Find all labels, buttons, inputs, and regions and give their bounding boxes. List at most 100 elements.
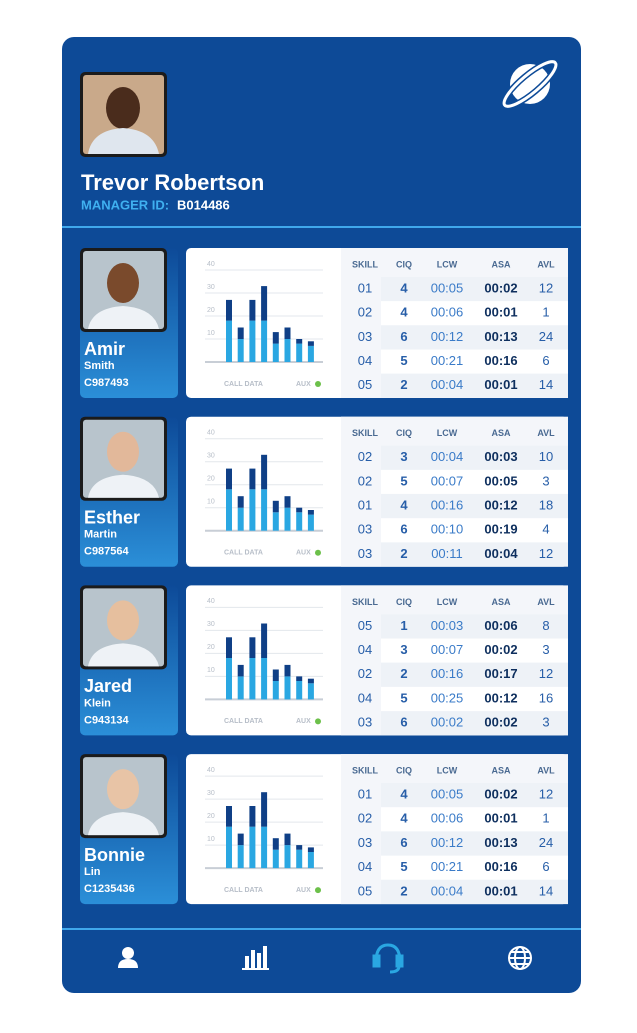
table-row bbox=[381, 687, 568, 711]
table-header: SKILL bbox=[352, 259, 379, 269]
table-header: CIQ bbox=[396, 428, 412, 438]
nav-headset[interactable] bbox=[372, 943, 404, 974]
table-row bbox=[381, 614, 568, 639]
table-header: ASA bbox=[491, 259, 511, 269]
table-cell: 00:02 bbox=[431, 715, 464, 730]
y-tick-label: 40 bbox=[207, 261, 215, 268]
table-cell: 00:06 bbox=[431, 811, 464, 826]
table-row bbox=[381, 662, 568, 687]
table-cell: 00:16 bbox=[431, 666, 464, 681]
table-cell: 00:12 bbox=[484, 690, 517, 705]
table-cell: 4 bbox=[400, 280, 408, 295]
bar-segment bbox=[296, 849, 303, 869]
table-cell: 05 bbox=[358, 618, 372, 633]
nav-stats[interactable] bbox=[242, 946, 269, 970]
y-tick-label: 40 bbox=[207, 598, 215, 605]
agent-first-name: Jared bbox=[84, 676, 132, 696]
bar-segment bbox=[261, 826, 268, 869]
agent-face bbox=[107, 769, 139, 810]
table-cell: 00:05 bbox=[431, 280, 464, 295]
table-header: AVL bbox=[537, 765, 555, 775]
table-header: AVL bbox=[537, 597, 555, 607]
bar-segment bbox=[237, 507, 244, 531]
bar-segment bbox=[284, 339, 291, 362]
table-cell: 01 bbox=[358, 498, 372, 513]
table-cell: 2 bbox=[400, 377, 407, 392]
bar-segment bbox=[284, 496, 291, 508]
logo[interactable] bbox=[499, 56, 561, 112]
bar-segment bbox=[249, 806, 256, 827]
bar-segment bbox=[296, 507, 303, 513]
table-row bbox=[381, 494, 568, 519]
table-cell: 4 bbox=[542, 522, 549, 537]
table-header: ASA bbox=[491, 597, 511, 607]
table-row bbox=[381, 325, 568, 350]
table-row bbox=[381, 445, 568, 470]
manager-id-label: MANAGER ID: bbox=[81, 197, 169, 212]
table-cell: 12 bbox=[539, 280, 553, 295]
bar-segment bbox=[284, 327, 291, 339]
table-cell: 00:12 bbox=[431, 329, 464, 344]
table-cell: 02 bbox=[358, 811, 372, 826]
table-row bbox=[381, 638, 568, 663]
bar-segment bbox=[307, 678, 314, 684]
table-cell: 1 bbox=[542, 305, 549, 320]
bar-segment bbox=[307, 341, 314, 346]
table-cell: 18 bbox=[539, 498, 553, 513]
bar-segment bbox=[261, 623, 268, 658]
table-cell: 00:01 bbox=[484, 811, 517, 826]
table-cell: 04 bbox=[358, 859, 372, 874]
table-header: SKILL bbox=[352, 597, 379, 607]
table-cell: 00:12 bbox=[484, 498, 517, 513]
table-header: SKILL bbox=[352, 765, 379, 775]
bar-segment bbox=[261, 454, 268, 490]
y-tick-label: 20 bbox=[207, 813, 215, 820]
table-cell: 16 bbox=[539, 690, 553, 705]
table-cell: 00:01 bbox=[484, 305, 517, 320]
table-row bbox=[381, 783, 568, 808]
aux-dot bbox=[315, 887, 321, 894]
agent-id: C1235436 bbox=[84, 883, 135, 895]
agent-face bbox=[107, 263, 139, 303]
table-cell: 4 bbox=[400, 811, 408, 826]
table-cell: 01 bbox=[358, 787, 372, 802]
table-cell: 05 bbox=[358, 883, 372, 898]
table-cell: 00:12 bbox=[431, 835, 464, 850]
nav-profile[interactable] bbox=[118, 947, 138, 968]
bar-segment bbox=[307, 852, 314, 869]
bar-segment bbox=[307, 514, 314, 531]
bar-segment bbox=[307, 345, 314, 362]
bar-segment bbox=[237, 676, 244, 700]
y-tick-label: 30 bbox=[207, 453, 215, 460]
bar-segment bbox=[226, 658, 232, 700]
table-cell: 02 bbox=[358, 473, 372, 488]
table-cell: 24 bbox=[539, 835, 553, 850]
bar-segment bbox=[284, 676, 291, 700]
bar-segment bbox=[296, 845, 303, 850]
table-cell: 14 bbox=[539, 377, 553, 392]
agent-last-name: Smith bbox=[84, 360, 115, 372]
table-cell: 04 bbox=[358, 642, 372, 657]
table-cell: 00:13 bbox=[484, 329, 517, 344]
bar-segment bbox=[296, 343, 303, 362]
table-cell: 00:11 bbox=[431, 546, 463, 561]
table-cell: 3 bbox=[542, 642, 549, 657]
table-cell: 12 bbox=[539, 787, 553, 802]
table-header: SKILL bbox=[352, 428, 379, 438]
table-cell: 03 bbox=[358, 715, 372, 730]
table-row bbox=[381, 711, 568, 736]
bar-segment bbox=[237, 496, 244, 508]
table-cell: 3 bbox=[542, 715, 549, 730]
table-cell: 00:04 bbox=[484, 546, 518, 561]
table-cell: 00:17 bbox=[484, 666, 517, 681]
table-cell: 02 bbox=[358, 666, 372, 681]
table-cell: 04 bbox=[358, 690, 372, 705]
table-row bbox=[381, 542, 568, 567]
bar-segment bbox=[307, 510, 314, 515]
table-row bbox=[381, 349, 568, 374]
bar-segment bbox=[284, 833, 291, 846]
table-cell: 00:07 bbox=[431, 642, 464, 657]
nav-globe[interactable] bbox=[508, 946, 532, 970]
table-row bbox=[381, 469, 568, 494]
table-cell: 6 bbox=[400, 835, 407, 850]
